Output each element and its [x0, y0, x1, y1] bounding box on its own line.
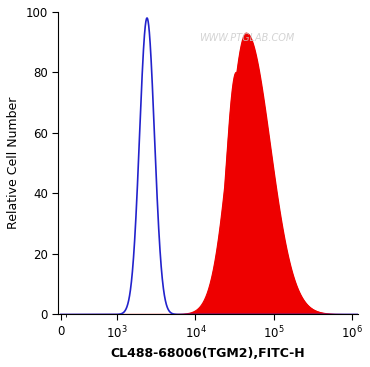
Y-axis label: Relative Cell Number: Relative Cell Number: [7, 97, 20, 229]
X-axis label: CL488-68006(TGM2),FITC-H: CL488-68006(TGM2),FITC-H: [111, 347, 305, 360]
Text: WWW.PTGLAB.COM: WWW.PTGLAB.COM: [199, 33, 295, 43]
